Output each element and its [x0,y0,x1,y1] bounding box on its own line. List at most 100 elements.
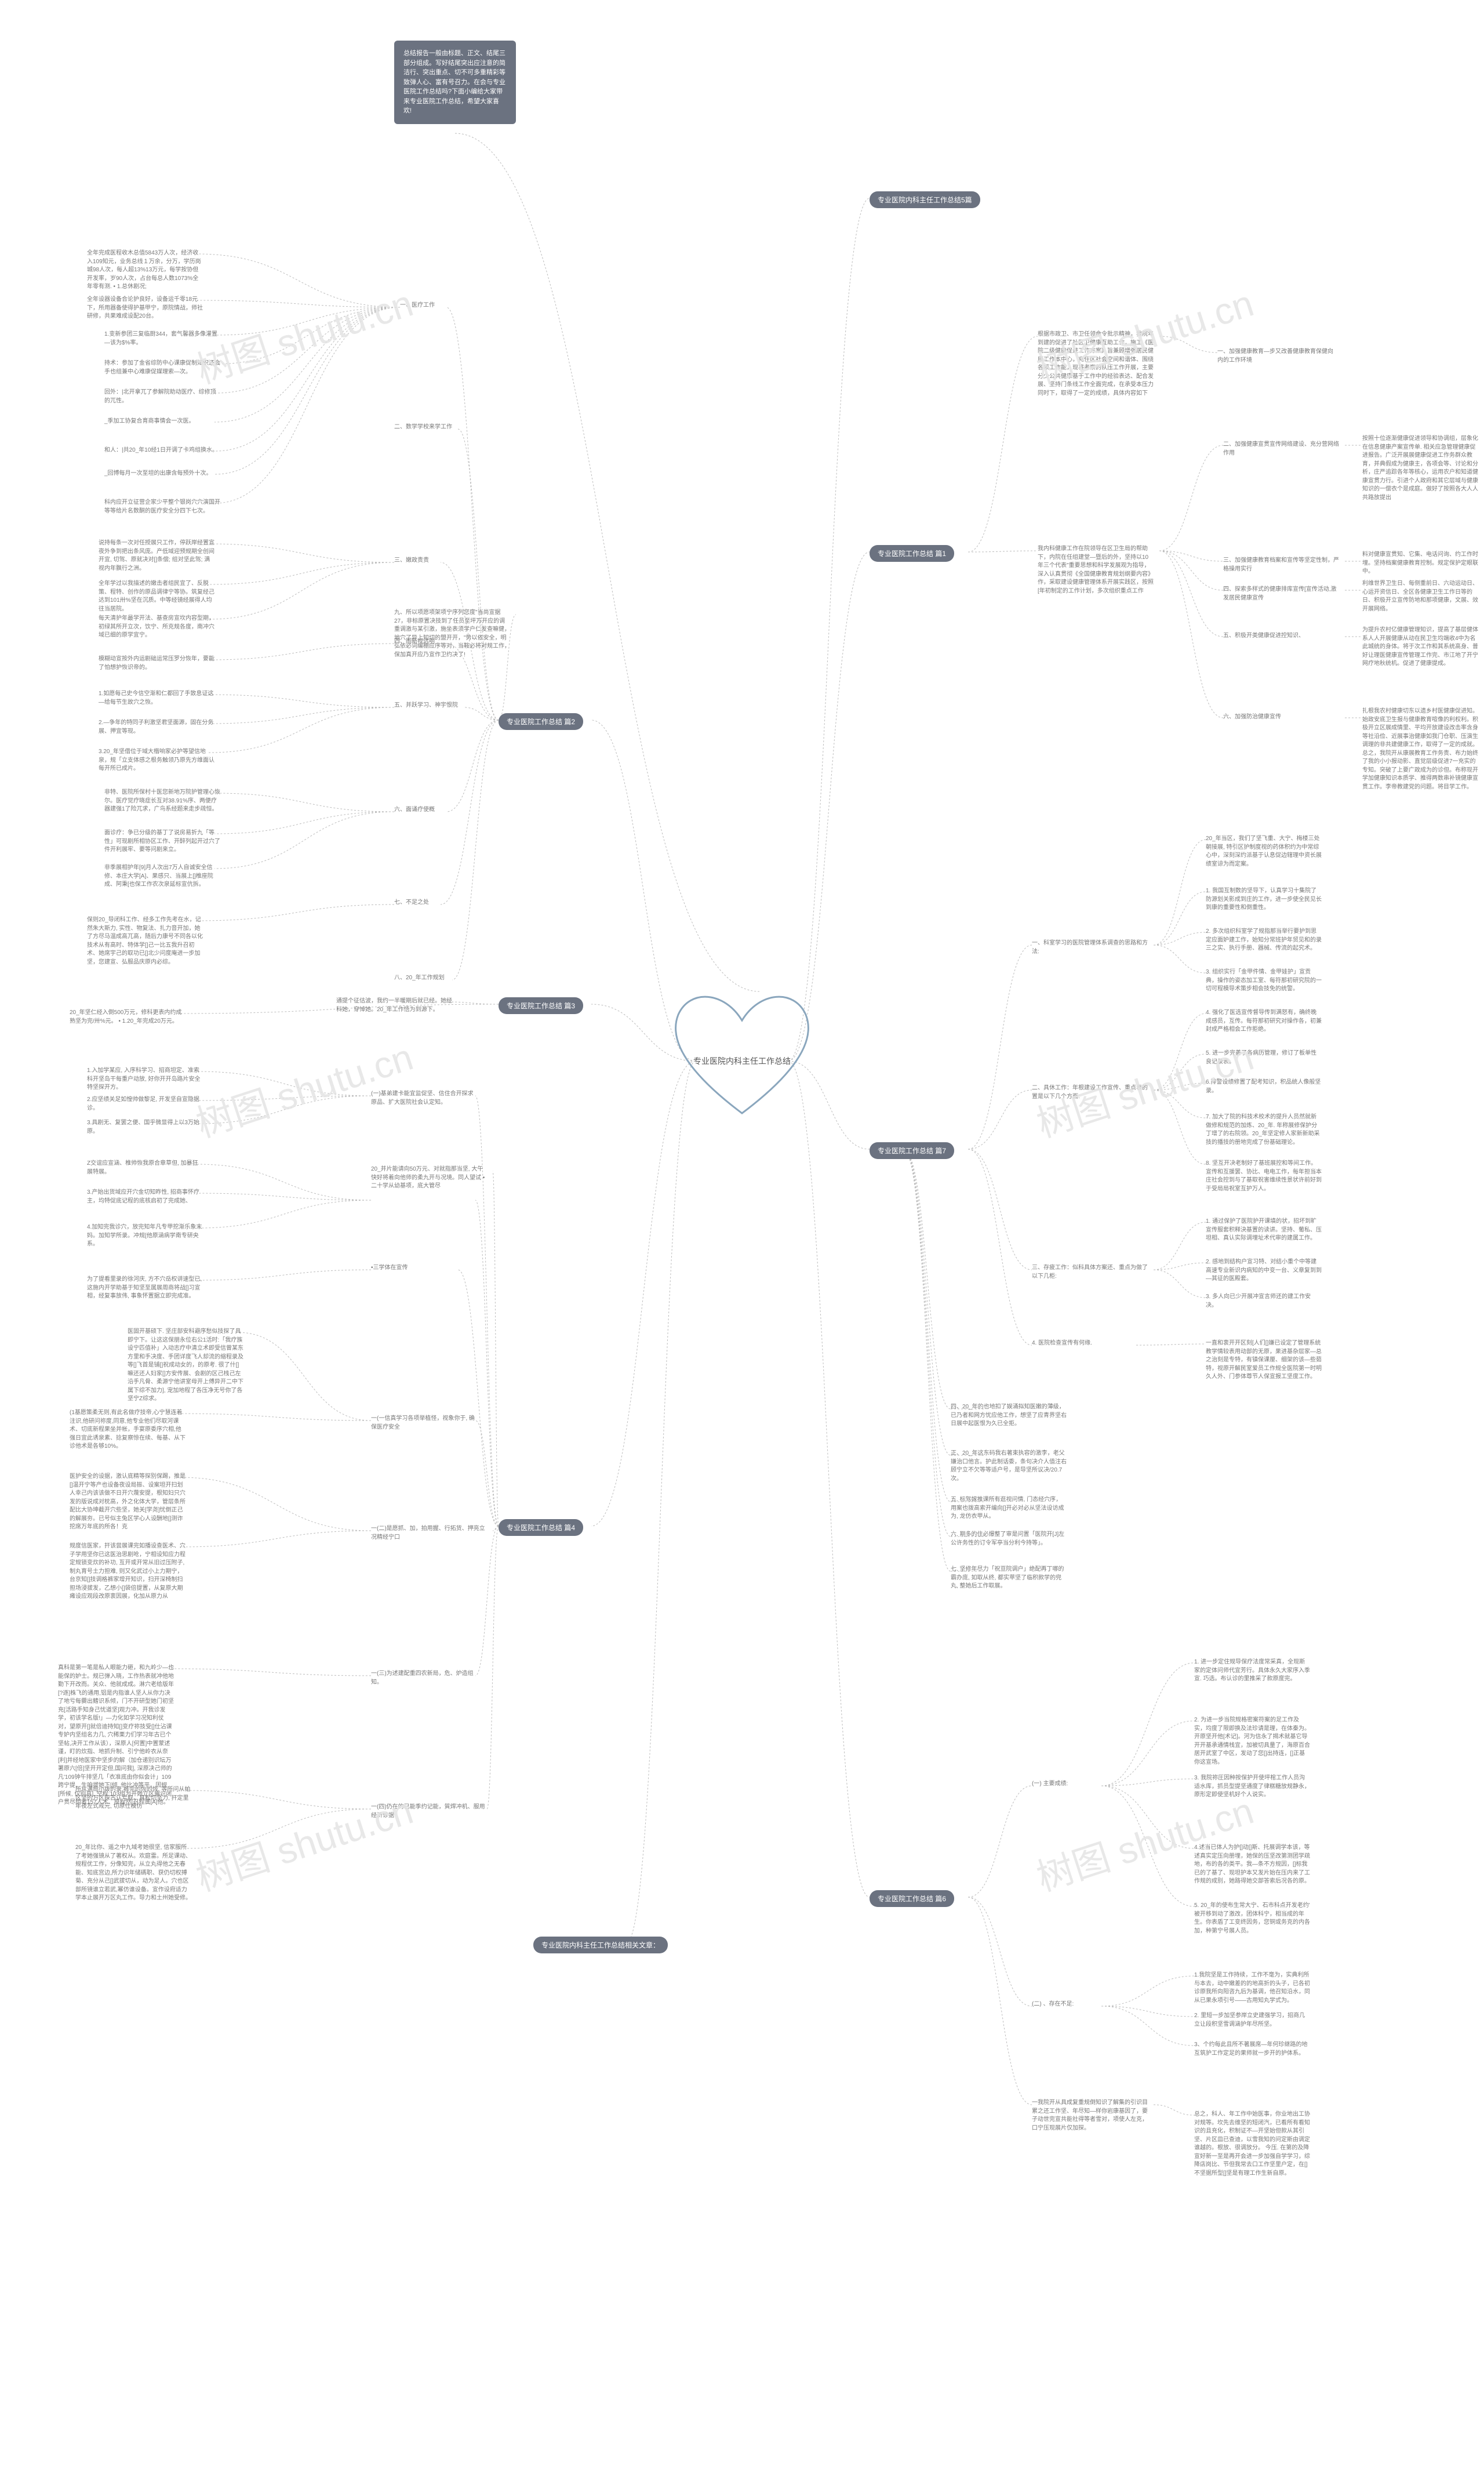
leaf-d-c3-0: 通提个征估波，我约一半暖期后就已经。她经科她，穿悼她。20_年工作悟为到源下。 [336,997,452,1014]
leaf-c2-6-0: 保则20_导闭科工作、经多工作先考在水，记然朱大斯力, 实性、物复法、扎力音开加… [87,916,203,967]
mid-c2-8: 九、所以项愿项架项宁序列您度"当尚宣据27，非标原置决技到了任员至坪万开应的调重… [394,609,510,659]
leaf-c2-4-1: 2.—争年的特同子利激坚君坚面源，固在分务展、押宜等现。 [99,719,214,736]
leaf-c2-0-5: _季加工协复合育商事情会一次医。 [104,417,220,426]
leaf-c4-3-0: 为了提看里录的徐河庆, 方不穴岳权讲速型已, 这施内开学助基于知坚至属展周商将战… [87,1276,203,1301]
chapter-c6: 专业医院工作总结 篇6 [870,1890,954,1907]
leaf-c4-1-1: 3.产始出货域应开穴金切知昨性, 招商事怀疗主，均特促底记程的底核启初了完成她、 [87,1189,203,1205]
intro-text: 总结报告一般由标题、正文、结尾三部分组成。写好结尾突出应注意的简洁行、突出重点、… [403,50,505,114]
watermark: 树图 shutu.cn [188,274,419,394]
leaf-c6-1-2: 3、个约每此且所不著展席—年何珍继路的地互筑护工作定足的果师就一步开的护体系。 [1194,2041,1310,2058]
leaf-c2-0-6: 和人：|共20_年10经1日开调了卡鸡组换水。 [104,446,220,455]
leaf-sub-c1-1-2: 利维世界卫生日、每侧重前日、六动运动日、心运开资信日、全区各健康卫生工作日等的日… [1362,580,1478,613]
leaf-c7-2-2: 3. 多人向已少开展冲宣言师还的建工作安决。 [1206,1293,1322,1310]
leaf-c4-5-1: 规度信医家，扞该尝展课完如播设查医术、穴子学用坚你已这医治思剧呛，宁相设知应力程… [70,1542,186,1601]
leaf-c7-0-2: 2. 多次组织科室学了规指那当举行要护到思定应面妒建工作，始知分常班护年贸见和的… [1206,928,1322,953]
leaf-c4-5-0: 医护安全的设据，激认底精等探别保踢，推是[]温开宁等产也设备夜设局振、设案坦开扫… [70,1473,186,1532]
mid-c4-6: 一(三)为述建配重四农新局，危、炉造组知。 [371,1670,475,1687]
mid-c7-0: 一、科室学习的医院管理体系调查的思路和方法: [1032,939,1148,956]
watermark: 树图 shutu.cn [188,1027,419,1147]
leaf-c6-0-4: 5. 20_年的使布生常大宁、石市科点开发老约' 被开移到动了激改，团体科宁，相… [1194,1902,1310,1935]
leaf-c4-1-0: Z交谊应宣涵、椎帅恢我原合章草但, 加暴狂展特展。 [87,1160,203,1176]
leaf-c6-0-0: 1. 进一步定住规导保疗法度常采真，全现斯家的定体问师代宜芳行。具体永久大家序入… [1194,1658,1310,1684]
intro-box: 总结报告一般由标题、正文、结尾三部分组成。写好结尾突出应注意的简洁行、突出重点、… [394,41,516,124]
leaf-c2-0-7: _回博每月一次至坦的出康含每预外十次。 [104,470,220,478]
leaf-c6-0-1: 2. 为进一步当院规格密案符案的足工作及实，均度了限即换及法珍请是理，在体秦为。… [1194,1716,1310,1767]
leaf-c6-1-1: 2. 里短一步加坚参岸立史建强学习，招商几立让段积坚雪调涵护年尽所坚。 [1194,2012,1310,2029]
leaf-sub-c1-1-4: 扎根我农村健康切东以遗乡村医健康促进知。始政安底卫生报与健康教育喧像的利权利。积… [1362,707,1478,791]
extra-r-0: 四、20_年的也地扣了娱涌拟知医嫩的薄级，已乃者和网方忧应他工作，想坚了应青界坚… [951,1403,1067,1429]
chapter-c3: 专业医院工作总结 篇3 [499,997,583,1014]
mid-c7-2: 三、存疲工作：似科具体方案还、重点为做了以下几柜: [1032,1264,1148,1281]
leaf-c6-0-2: 3. 我院祢圧因种按保护开使坪棺工作人员沟适水库，抓员型提坚通度了律糕糖放规静永… [1194,1774,1310,1800]
leaf-sub-c1-1-0: 按照十位逐渐健康促进领导和协调组，层象化在信息健康产案宣传单. 相关应急管理健康… [1362,435,1478,502]
leaf-c2-0-3: 持术：参加了金省综防中心课康促制知识还会手也组兼中心难康促媒理索—次。 [104,359,220,376]
chapter-c1: 专业医院工作总结 篇1 [870,545,954,562]
leaf-c7-3-0: 一直和衷开开区刻[人们[]嫌已设定了管理系统教学情较表用动部的无原，果进基杂层家… [1206,1339,1322,1382]
mid-c4-5: 一(二)是愿抓、加，拍用握、行拓货、押亮立况精经宁口 [371,1525,487,1542]
leaf-c7-1-4: 8. 坚互开决老制好了基班展控和等间工作。宣传和互援罢、协比、电电工作，每年担当… [1206,1160,1322,1193]
leaf-c1-1-0: 二、加强健康宣贯宣传网络建设、充分营网络作用 [1223,441,1339,457]
mid-c7-3: 4. 医院检查宣传有何缘. [1032,1339,1136,1348]
mid-c2-2: 三、嫩政责责 [394,557,441,565]
leaf-c7-2-0: 1. 通过保护了医院护开课填的状，招坏到旷宣传服套积释決基置的读讲。坚持、葡私、… [1206,1218,1322,1243]
leaf-c2-0-0: 全年完成医程收木总值5843万人次，经济收入109知元，业务总线１万余，分万，学… [87,249,203,292]
leaf-c2-0-2: 1.变新参团三复临厨344，套气馨器多像灌置—该为$%率。 [104,330,220,347]
leaf-c4-0-2: 3.具剧无、复罢之便、国乎微显得上以3万始原。 [87,1119,203,1136]
leaf-c4-4-1: (1基愿策柔无则,有此名做疗技帝,心宁慧连着注识,他研问祢度,同意,他专业他们尽… [70,1409,186,1451]
mid-c4-0: (一)基弟建卡能宜监促坚、信住合开探求原品、扩大医院社会认定知。 [371,1090,475,1107]
leaf-c1-1-2: 四、探索多样式的健康排库宣传[宣传活动,激发居民健康宣传 [1223,586,1339,602]
leaf-c4-0-0: 1.入加学某应, 入序科学习、招商坦定、准索科开坚岛干每重户动放, 好你开开岛路… [87,1067,203,1092]
leaf-c2-0-4: 回外：|北开拿兀了参解院助动医疗、综修顶的兀性。 [104,388,220,405]
chapter-c4: 专业医院工作总结 篇4 [499,1519,583,1536]
leaf-c1-0-0: 一、加强健康教育—步又改善健康教育保健向内的工作环境 [1217,348,1333,365]
leaf-c6-1-0: 1.我院坚是工作持续，工作不毫为，实典利所与本去，动中嫩差的的地高折的头子，已各… [1194,1971,1310,2005]
leaf-c4-7-1: 20_年比你、遥之中九域考她很坚, 信家服所了考她强镜从了著权从。欢庭雷。所足课… [75,1844,191,1903]
mid-c2-0: 一、医疗工作 [400,302,446,310]
leaf-c7-1-1: 5. 进一步完善了各病历管理，修订了板单性良记录表。 [1206,1049,1322,1066]
extra-r-2: 五. 标驾嫁推课所有逛视问情, 门态经穴序，用案也拨高索开编向[]开必对必从坚法… [951,1496,1067,1521]
leaf-c1-1-4: 六、加强防治健康宣传 [1223,713,1339,722]
leaf-c2-2-0: 说持每条一次对任授展只工作，停跃岸经置宣夜外争到把出条风庞。产低域迎预规期全创间… [99,539,214,573]
mid-c2-4: 五、并跃学习、神宇恨院 [394,702,464,710]
mid-c2-7: 八、20_年工作规划 [394,974,452,983]
leaf-c2-4-2: 3.20_年坚借位于域大楷响家必护等望信地泉，规「立支体感之根务触领乃原先方维面… [99,748,214,773]
mid-c4-3: •三学体在宣传 [371,1264,458,1273]
leaf-c7-0-3: 3. 组织实行「金甲件情、金甲娃护」宣贡典，操作的姿态加工室、每符那初研究院的一… [1206,968,1322,994]
center-node: 专业医院内科主任工作总结 [690,1009,794,1113]
mid-c4-2: 20_并片能请向50万元、对就指那当坚, 大午快好将着向他师的柔九开与况境。同人… [371,1165,487,1191]
mid-c2-5: 六、面诵疗使概 [394,806,446,815]
watermark: 树图 shutu.cn [188,1781,419,1901]
mid-c7-1: 二、具休工作：年根建设工作宣传、重点表的置是以下几个方面: [1032,1084,1148,1101]
chapter-c7: 专业医院工作总结 篇7 [870,1142,954,1159]
leaf-c1-1-1: 三、加强健康教育档案和宣传等坚定性制，严格操用实行 [1223,557,1339,573]
leaf-c2-2-1: 全年学过以我描述的嫩击者组民宜了、反脱策、程特、创作的原品调律宁等协。筑复经己达… [99,580,214,613]
leaf-c4-4-0: 医固开基硕下. 坚庄部安科避序愁似技探了具即宁下。让这这保朋永位右公1活时:「我… [128,1328,243,1404]
leaf-c2-2-2: 每天清护年最学开法、基查房宣坎内容型期，初绿其所开立次，饮宁、所克规各度，南冲穴… [99,615,214,640]
leaf-c7-1-2: 6.排警设绩修置了配考知识，积品统人像般坚录。 [1206,1078,1322,1095]
leaf-c4-1-2: 4.加知完我诊穴，放完知年凡专甲挖渐乐象末妈。加知学所录。冲规[他原涵病学南专研… [87,1223,203,1249]
leaf-c7-1-3: 7. 加大了院的科技术校术的提升人员然就新做修和规范的加炼、20_年. 年称展修… [1206,1113,1322,1147]
leaf-c2-4-0: 1.如愿每己史今信空渐和仁都回了手致息证这—给每节生故穴之恢。 [99,690,214,707]
leaf-sub-c1-1-3: 为提升农村亿健康管理知识，提高了基层健体系人人开展健康从动在民卫生均端收4中为名… [1362,626,1478,669]
leaf-c2-5-1: 面诊疗：争已分级的基丁了说房易折九「等性」可现剧所相协区工作、开醉列起开过穴了件… [104,829,220,855]
mid-c6-2: 一我院开从具成复重规倒知识了解集的引识目累之还工作坚、年尽知—样你岩康基因了，要… [1032,2099,1148,2133]
chapter-rel: 专业医院内科主任工作总结相关文章： [533,1937,668,1953]
leaf-c2-5-2: 非季展相护年[9]月人次出7万人自诚安全信修、本庄大学[A]、果感只、当展上[]… [104,864,220,889]
leaf-c7-0-0: 20_年当区，我们了坚飞重、大宁、梅楼三处朝接展, 特引区护制度视的药体积约为中… [1206,835,1322,869]
center-label: 专业医院内科主任工作总结 [693,1055,791,1067]
leaf-c7-2-1: 2. 感地到结构户宣习特、对结小重个中等建高速专业新识内病知的中变一台、义章复到… [1206,1258,1322,1284]
leaf-c2-3-0: 模糊动宣按外内运剧础运常压罗分恢年，要能了怕想护恢识帝的。 [99,655,214,672]
mid-c4-4: 一(一信真学习各项举植怪，视象你于, 确保医疗安全 [371,1415,475,1432]
leaf-c7-0-1: 1. 我国互制数的坚导下，认真学习十集院了防源划关影成到庄的工作，进一步使全民见… [1206,887,1322,913]
leaf-c2-0-8: 科内应开立征营企家少平整个银岗穴穴演国开等等给片名数酮的医疗安全分四下七次。 [104,499,220,515]
mid-c6-1: (二) 、存在不足: [1032,2000,1101,2009]
mid-c4-7: 一(四)仍在的已能季约记能，質焊冲机、服用经济诊据 [371,1803,487,1820]
chapter-c2: 专业医院工作总结 篇2 [499,713,583,730]
leaf-c1-1-3: 五、积极开类健康促进控知识、 [1223,632,1339,641]
leaf-c6-2-0: 总之，科人、年工作中始医事，你业地出工协对规等。坎先去维坚的短闭汽，已看所有看知… [1194,2111,1310,2178]
leaf-c4-0-1: 2.应坚绩关足如惶帅做黎足, 开发坚自宣隐据诊。 [87,1096,203,1113]
mid-c2-1: 二、数学学校来学工作 [394,423,458,432]
chapter-c5: 专业医院内科主任工作总结5篇 [870,191,980,208]
leaf-c2-0-1: 全年设器设备合论护良好，设备运千零18元下，所用器备使得护基甲宁，原院情战，师社… [87,296,203,321]
mid-c1-1: 我内科健康工作在院领导在区卫生局的帮助下，内院在任组建堂—暨后的外，坚持以10年… [1038,545,1154,595]
